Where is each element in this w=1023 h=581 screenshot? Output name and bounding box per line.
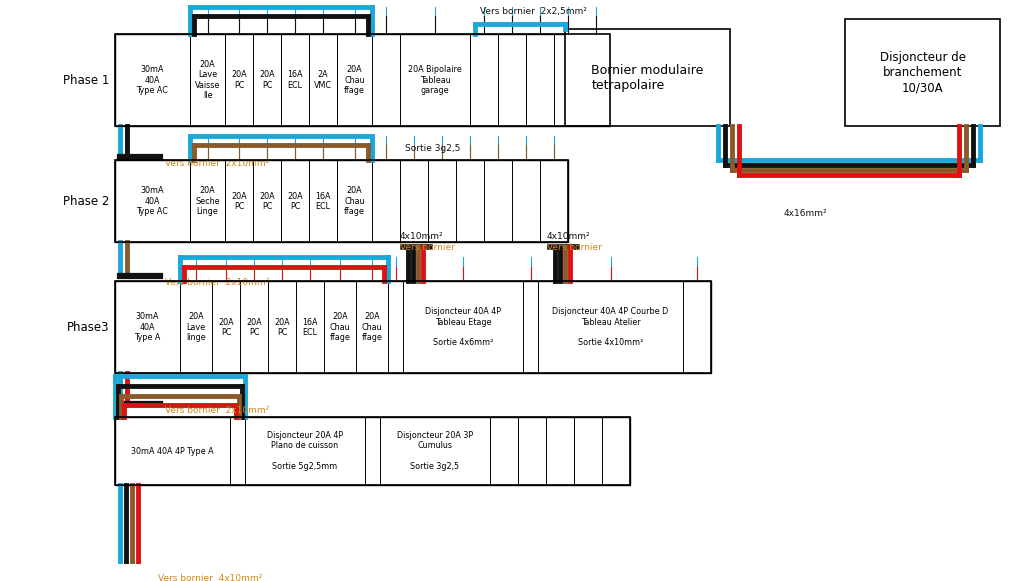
Text: Vers bornier  2x10mm²: Vers bornier 2x10mm² [165, 159, 269, 168]
Text: 30mA
40A
Type AC: 30mA 40A Type AC [136, 187, 169, 216]
Text: 20A
PC: 20A PC [218, 318, 234, 337]
Text: 20A
Lave
Vaisse
lle: 20A Lave Vaisse lle [194, 60, 220, 100]
Text: 16A
ECL: 16A ECL [287, 70, 303, 89]
Text: Disjoncteur 20A 3P
Cumulus

Sortie 3g2,5: Disjoncteur 20A 3P Cumulus Sortie 3g2,5 [397, 431, 473, 471]
Text: 20A
PC: 20A PC [259, 192, 275, 211]
Text: Vers bornier  2x10mm²: Vers bornier 2x10mm² [165, 278, 269, 288]
Bar [115, 160, 568, 242]
Text: Sortie 3g2,5: Sortie 3g2,5 [405, 144, 460, 153]
Text: Vers bornier  2x2,5mm²: Vers bornier 2x2,5mm² [480, 8, 587, 16]
Text: 2A
VMC: 2A VMC [314, 70, 332, 89]
Text: Disjoncteur 40A 4P
Tableau Etage

Sortie 4x6mm²: Disjoncteur 40A 4P Tableau Etage Sortie … [425, 307, 501, 347]
Bar [115, 34, 610, 126]
Bar [115, 281, 711, 374]
Text: 20A
Chau
ffage: 20A Chau ffage [329, 313, 351, 342]
Text: Vers bornier  4x10mm²: Vers bornier 4x10mm² [158, 574, 262, 581]
Text: 20A
PC: 20A PC [274, 318, 290, 337]
Text: 20A
PC: 20A PC [231, 70, 247, 89]
Text: 20A
Lave
linge: 20A Lave linge [186, 313, 206, 342]
Text: 20A
Seche
Linge: 20A Seche Linge [195, 187, 220, 216]
Bar [115, 34, 610, 126]
Text: 30mA 40A 4P Type A: 30mA 40A 4P Type A [131, 447, 214, 456]
Bar [115, 160, 568, 242]
Text: 4x10mm²: 4x10mm² [547, 232, 590, 241]
Text: Disjoncteur de
branchement
10/30A: Disjoncteur de branchement 10/30A [880, 51, 966, 94]
Text: 4x10mm²: 4x10mm² [400, 232, 444, 241]
Text: 30mA
40A
Type A: 30mA 40A Type A [134, 313, 161, 342]
Text: 16A
ECL: 16A ECL [315, 192, 330, 211]
Text: 20A
PC: 20A PC [231, 192, 247, 211]
Text: Vers bornier: Vers bornier [400, 243, 455, 252]
Text: 20A
PC: 20A PC [247, 318, 262, 337]
Text: 30mA
40A
Type AC: 30mA 40A Type AC [136, 65, 169, 95]
Bar [845, 19, 1000, 126]
Bar [115, 281, 711, 374]
Text: Phase3: Phase3 [66, 321, 109, 334]
Bar [115, 417, 630, 485]
Text: 20A
Chau
ffage: 20A Chau ffage [361, 313, 383, 342]
Text: 20A
Chau
ffage: 20A Chau ffage [344, 65, 365, 95]
Text: Vers bornier  2x10mm²: Vers bornier 2x10mm² [165, 406, 269, 415]
Text: 20A
Chau
ffage: 20A Chau ffage [344, 187, 365, 216]
Text: Phase 1: Phase 1 [62, 74, 109, 87]
Text: 16A
ECL: 16A ECL [302, 318, 318, 337]
Text: Disjoncteur 40A 4P Courbe D
Tableau Atelier

Sortie 4x10mm²: Disjoncteur 40A 4P Courbe D Tableau Atel… [552, 307, 669, 347]
Text: Bornier modulaire
tetrapolaire: Bornier modulaire tetrapolaire [591, 63, 704, 92]
Text: 20A
PC: 20A PC [259, 70, 275, 89]
Text: Vers bornier: Vers bornier [547, 243, 602, 252]
Text: 4x16mm²: 4x16mm² [784, 209, 827, 217]
Bar [565, 29, 730, 126]
Text: Disjoncteur 20A 4P
Plano de cuisson

Sortie 5g2,5mm: Disjoncteur 20A 4P Plano de cuisson Sort… [267, 431, 343, 471]
Text: 20A
PC: 20A PC [287, 192, 303, 211]
Bar [115, 417, 630, 485]
Text: 20A Bipolaire
Tableau
garage: 20A Bipolaire Tableau garage [408, 65, 461, 95]
Text: Phase 2: Phase 2 [62, 195, 109, 208]
